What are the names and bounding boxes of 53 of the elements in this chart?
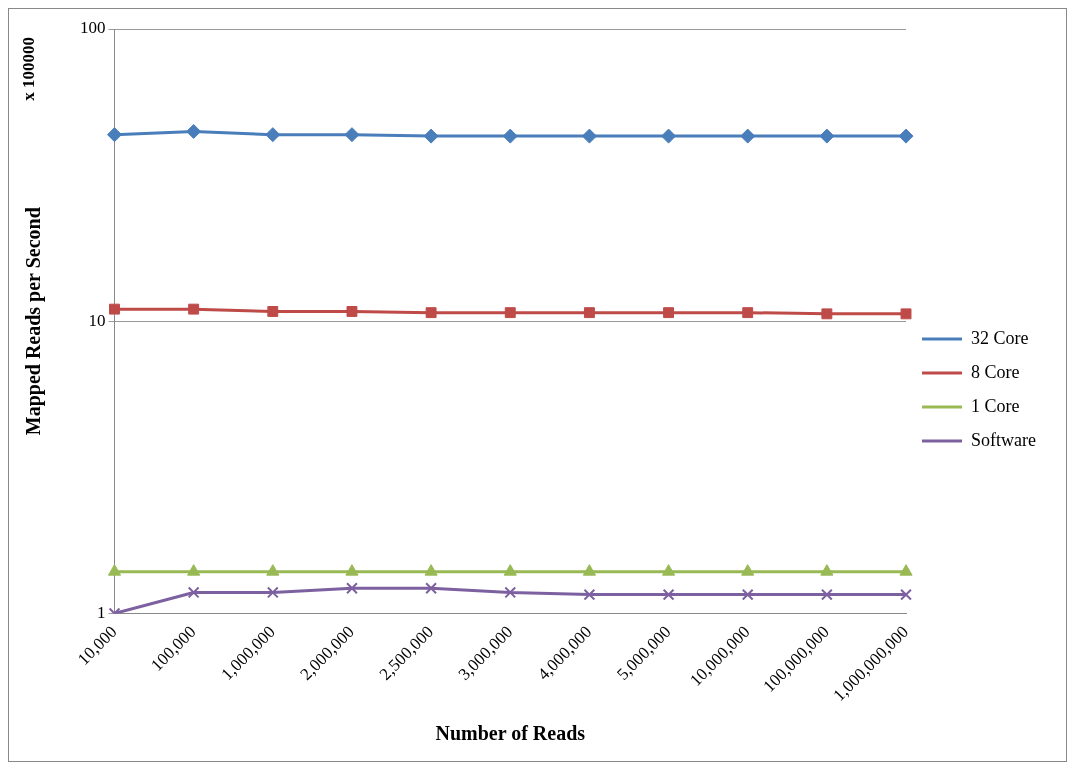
point [740,128,756,144]
point [425,582,438,595]
point [107,127,122,143]
point [265,127,281,143]
point [187,564,201,576]
point [741,588,754,601]
point [424,564,438,576]
point [344,127,360,143]
point [266,586,279,599]
point [345,564,359,576]
legend-label: 8 Core [971,361,1020,382]
point [346,306,358,317]
legend-label: Software [971,429,1037,450]
point [662,564,676,576]
point [741,564,755,576]
y-axis-title: Mapped Reads per Second [22,207,46,436]
point [820,564,834,576]
x-axis-title: Number of Reads [435,722,586,745]
point [583,588,596,601]
legend-label: 1 Core [971,395,1020,416]
point [502,128,518,144]
y-tick-label: 1 [97,602,106,622]
text: x 100000 [18,37,38,101]
point [504,307,516,319]
point [187,586,200,599]
legend-label: 32 Core [971,327,1029,348]
point [504,586,517,599]
point [186,123,202,139]
point [900,308,912,320]
point [742,307,754,319]
point [661,128,677,144]
point [425,307,437,319]
y-tick-label: 100 [80,18,106,38]
point [582,564,596,576]
point [267,306,279,317]
point [109,303,120,315]
point [663,307,675,319]
point [266,564,280,576]
point [423,128,439,144]
point [346,582,358,595]
point [900,588,912,601]
point [188,303,200,315]
point [899,564,913,576]
point [107,564,122,576]
y-tick-label: 10 [88,310,106,330]
point [819,128,835,144]
point [583,307,595,319]
point [503,564,517,576]
point [821,308,833,320]
point [581,128,597,144]
point [898,128,914,144]
point [820,588,833,601]
point [662,588,675,601]
